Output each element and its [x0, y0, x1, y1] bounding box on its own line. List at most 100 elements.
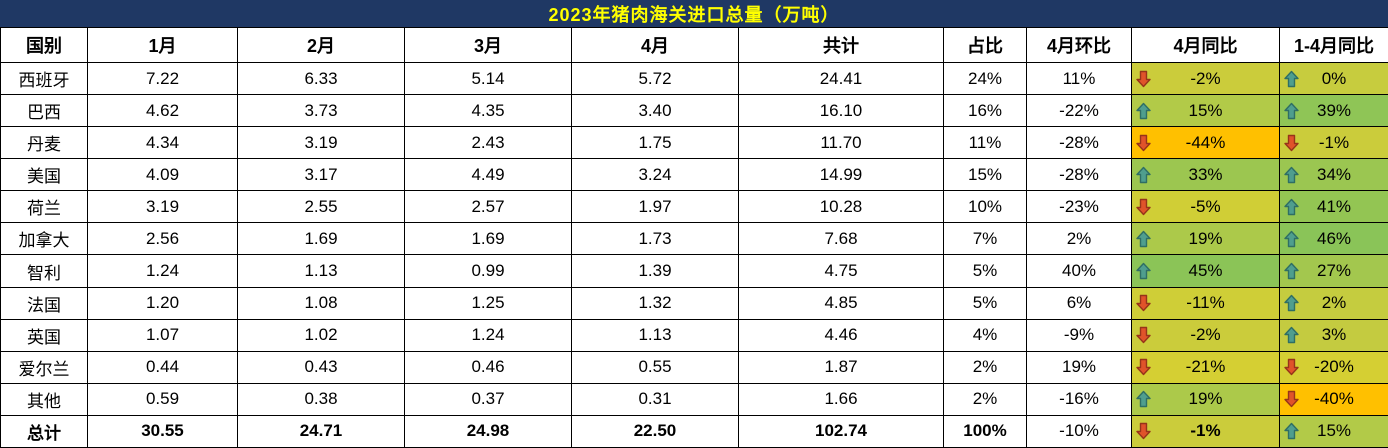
- down-arrow-icon: [1284, 391, 1299, 408]
- mom-cell: -23%: [1026, 190, 1132, 224]
- month-value-cell: 1.97: [571, 190, 739, 224]
- share-cell: 100%: [943, 414, 1027, 448]
- country-cell: 英国: [0, 318, 88, 352]
- up-arrow-icon: [1136, 230, 1151, 248]
- up-arrow-icon: [1284, 102, 1299, 119]
- yoy-ytd-value: 41%: [1316, 196, 1352, 216]
- trend-arrow-icon: [1136, 262, 1151, 280]
- down-arrow-icon: [1284, 134, 1299, 151]
- table-row: 丹麦 4.34 3.19 2.43 1.75 11.70 11% -28% -4…: [0, 126, 1388, 160]
- month-value-cell: 24.98: [404, 414, 572, 448]
- up-arrow-icon: [1284, 294, 1299, 312]
- month-value-cell: 0.37: [404, 382, 572, 416]
- yoy-apr-cell: -2%: [1131, 318, 1280, 352]
- share-cell: 2%: [943, 382, 1027, 416]
- up-arrow-icon: [1136, 262, 1151, 280]
- column-header-total: 共计: [738, 27, 944, 63]
- yoy-ytd-cell: 15%: [1279, 414, 1388, 448]
- yoy-ytd-cell: -1%: [1279, 126, 1388, 160]
- total-cell: 4.85: [738, 286, 944, 320]
- trend-arrow-icon: [1284, 230, 1299, 248]
- down-arrow-icon: [1136, 359, 1151, 376]
- country-cell: 加拿大: [0, 222, 88, 256]
- trend-arrow-icon: [1284, 102, 1299, 119]
- country-cell: 美国: [0, 158, 88, 192]
- yoy-ytd-cell: 3%: [1279, 318, 1388, 352]
- month-value-cell: 6.33: [237, 61, 405, 96]
- trend-arrow-icon: [1136, 230, 1151, 248]
- yoy-apr-value: 15%: [1188, 100, 1223, 120]
- trend-arrow-icon: [1284, 423, 1299, 440]
- yoy-ytd-cell: 46%: [1279, 222, 1388, 256]
- month-value-cell: 0.55: [571, 350, 739, 384]
- share-cell: 15%: [943, 158, 1027, 192]
- month-value-cell: 1.25: [404, 286, 572, 320]
- share-cell: 10%: [943, 190, 1027, 224]
- month-value-cell: 4.35: [404, 94, 572, 128]
- total-cell: 16.10: [738, 94, 944, 128]
- up-arrow-icon: [1136, 391, 1151, 408]
- month-value-cell: 3.19: [87, 190, 238, 224]
- column-header-country: 国别: [0, 27, 88, 63]
- month-value-cell: 3.40: [571, 94, 739, 128]
- up-arrow-icon: [1284, 326, 1299, 344]
- country-cell: 总计: [0, 414, 88, 448]
- month-value-cell: 7.22: [87, 61, 238, 96]
- down-arrow-icon: [1284, 359, 1299, 376]
- country-cell: 荷兰: [0, 190, 88, 224]
- yoy-ytd-value: 15%: [1316, 421, 1352, 441]
- total-cell: 11.70: [738, 126, 944, 160]
- yoy-apr-value: 19%: [1188, 389, 1223, 409]
- table-row: 加拿大 2.56 1.69 1.69 1.73 7.68 7% 2% 19% 4…: [0, 222, 1388, 256]
- up-arrow-icon: [1284, 262, 1299, 280]
- header-row: 国别 1月 2月 3月 4月 共计 占比 4月环比 4月同比 1-4月同比: [0, 27, 1388, 63]
- up-arrow-icon: [1284, 423, 1299, 440]
- yoy-apr-cell: -11%: [1131, 286, 1280, 320]
- trend-arrow-icon: [1284, 294, 1299, 312]
- yoy-ytd-cell: -40%: [1279, 382, 1388, 416]
- yoy-apr-value: -21%: [1185, 357, 1226, 377]
- mom-cell: -28%: [1026, 126, 1132, 160]
- yoy-apr-cell: 19%: [1131, 382, 1280, 416]
- yoy-ytd-cell: 2%: [1279, 286, 1388, 320]
- share-cell: 24%: [943, 61, 1027, 96]
- yoy-ytd-value: 27%: [1316, 261, 1352, 280]
- down-arrow-icon: [1136, 134, 1151, 151]
- yoy-ytd-cell: 34%: [1279, 158, 1388, 192]
- yoy-ytd-value: 2%: [1321, 293, 1347, 313]
- month-value-cell: 0.99: [404, 254, 572, 288]
- country-cell: 西班牙: [0, 61, 88, 96]
- share-cell: 5%: [943, 286, 1027, 320]
- down-arrow-icon: [1136, 198, 1151, 216]
- yoy-apr-value: -11%: [1186, 293, 1225, 313]
- month-value-cell: 0.44: [87, 350, 238, 384]
- table-row: 法国 1.20 1.08 1.25 1.32 4.85 5% 6% -11% 2…: [0, 286, 1388, 320]
- yoy-ytd-value: 3%: [1321, 325, 1347, 345]
- yoy-ytd-cell: 27%: [1279, 254, 1388, 288]
- country-cell: 爱尔兰: [0, 350, 88, 384]
- yoy-apr-value: -2%: [1190, 68, 1221, 88]
- month-value-cell: 22.50: [571, 414, 739, 448]
- yoy-ytd-cell: -20%: [1279, 350, 1388, 384]
- trend-arrow-icon: [1284, 134, 1299, 151]
- trend-arrow-icon: [1136, 423, 1151, 440]
- share-cell: 11%: [943, 126, 1027, 160]
- yoy-apr-cell: 45%: [1131, 254, 1280, 288]
- trend-arrow-icon: [1136, 326, 1151, 344]
- total-cell: 7.68: [738, 222, 944, 256]
- country-cell: 法国: [0, 286, 88, 320]
- yoy-apr-value: -1%: [1190, 421, 1221, 441]
- mom-cell: -16%: [1026, 382, 1132, 416]
- month-value-cell: 1.73: [571, 222, 739, 256]
- month-value-cell: 3.17: [237, 158, 405, 192]
- yoy-ytd-value: 46%: [1316, 228, 1352, 248]
- down-arrow-icon: [1136, 326, 1151, 344]
- yoy-apr-cell: -1%: [1131, 414, 1280, 448]
- mom-cell: 2%: [1026, 222, 1132, 256]
- yoy-apr-value: 19%: [1188, 228, 1223, 248]
- trend-arrow-icon: [1136, 294, 1151, 312]
- total-cell: 24.41: [738, 61, 944, 96]
- total-cell: 102.74: [738, 414, 944, 448]
- total-cell: 10.28: [738, 190, 944, 224]
- month-value-cell: 2.57: [404, 190, 572, 224]
